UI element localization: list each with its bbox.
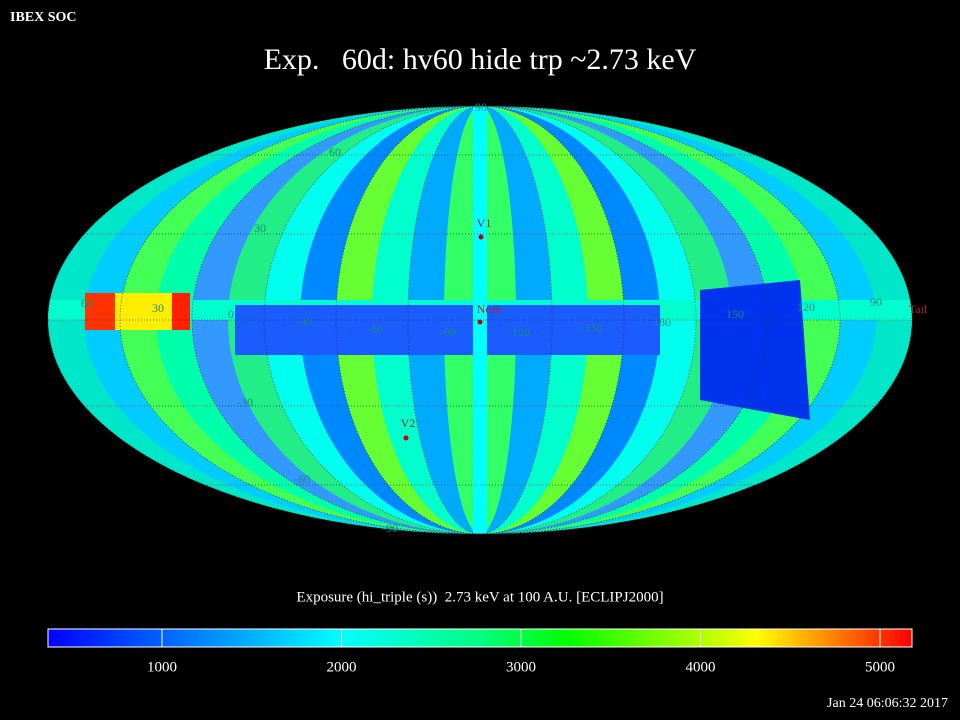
timestamp: Jan 24 06:06:32 2017 — [827, 696, 948, 711]
marker — [403, 435, 409, 441]
lat-label: -60 — [294, 472, 310, 486]
markers: V1 Nose V2 Tail — [401, 216, 928, 441]
sky-band — [85, 293, 115, 330]
lon-label: 180 — [653, 315, 671, 329]
sky-map — [48, 106, 912, 534]
lon-label: -90 — [440, 325, 456, 339]
marker-label: Tail — [909, 302, 928, 316]
lon-label: -150 — [581, 321, 603, 335]
colorbar-label: Exposure (hi_triple (s)) 2.73 keV at 100… — [296, 589, 663, 605]
colorbar-tick-label: 5000 — [865, 659, 895, 675]
lat-label: -90 — [382, 521, 398, 535]
marker-label: V2 — [401, 416, 416, 430]
lat-label: 30 — [254, 221, 266, 235]
marker — [478, 234, 484, 240]
lon-label: 90 — [870, 295, 882, 309]
colorbar-tick-label: 1000 — [147, 659, 177, 675]
colorbar-tick-label: 2000 — [327, 659, 357, 675]
marker-label: Nose — [477, 302, 502, 316]
lon-label: 150 — [726, 307, 744, 321]
title: Exp. 60d: hv60 hide trp ~2.73 keV — [264, 43, 697, 76]
colorbar-tick-label: 4000 — [686, 659, 716, 675]
app-label: IBEX SOC — [10, 10, 77, 25]
sky-band — [235, 305, 660, 355]
sky-band — [700, 280, 810, 420]
lon-label: 30 — [152, 301, 164, 315]
marker — [477, 319, 483, 325]
colorbar — [47, 628, 913, 648]
lon-label: -30 — [296, 315, 312, 329]
lat-label: 90 — [475, 100, 487, 114]
lon-label: 60 — [81, 296, 93, 310]
map-labels: 90 60 30 -30 -60 -90 60 30 0 -30 -60 -90… — [81, 100, 882, 535]
lon-label: 120 — [797, 300, 815, 314]
lat-label: -30 — [237, 395, 253, 409]
lat-label: 60 — [329, 145, 341, 159]
lon-label: -60 — [367, 322, 383, 336]
sky-band — [172, 293, 190, 330]
colorbar-ticks: 1000 2000 3000 4000 5000 — [147, 629, 895, 675]
colorbar-tick-label: 3000 — [506, 659, 536, 675]
lon-label: 0 — [228, 307, 234, 321]
lon-label: -120 — [508, 325, 530, 339]
marker-label: V1 — [477, 216, 492, 230]
